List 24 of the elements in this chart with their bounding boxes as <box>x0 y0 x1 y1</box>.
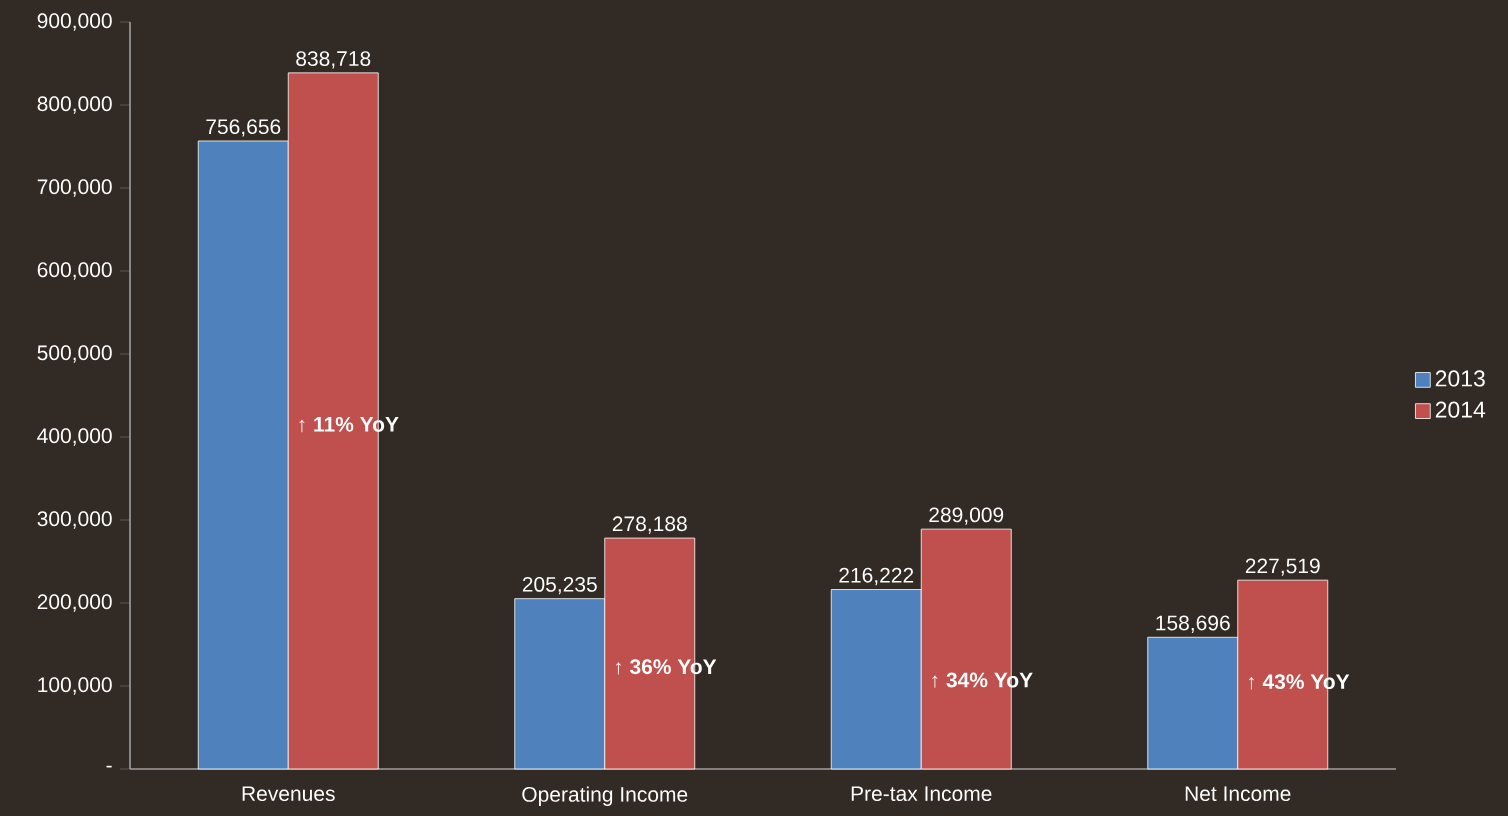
y-tick-label: 800,000 <box>37 96 112 114</box>
data-label: 216,222 <box>839 567 914 586</box>
data-label: 289,009 <box>929 507 1004 525</box>
y-tick-label: 400,000 <box>37 428 112 446</box>
x-tick-label: Pre-tax Income <box>851 786 992 802</box>
x-tick-label: Operating Income <box>522 786 688 806</box>
y-tick-label: - <box>106 765 112 768</box>
data-label: 278,188 <box>612 516 687 534</box>
y-tick-label: 300,000 <box>37 511 112 529</box>
data-label: 756,656 <box>206 119 281 137</box>
y-tick-label: 600,000 <box>37 262 112 280</box>
legend-label: 2014 <box>1435 401 1486 418</box>
y-tick-label: 700,000 <box>37 179 112 197</box>
legend-label: 2013 <box>1435 370 1485 387</box>
y-tick-label: 500,000 <box>37 345 112 363</box>
x-tick-label: Net Income <box>1185 786 1291 802</box>
y-tick-label: 200,000 <box>37 594 112 612</box>
data-label: 158,696 <box>1156 615 1230 633</box>
data-label: 227,519 <box>1245 558 1320 576</box>
x-tick-label: Revenues <box>242 786 335 802</box>
data-label: 205,235 <box>522 576 597 595</box>
y-tick-label: 100,000 <box>38 677 112 695</box>
data-label: 838,718 <box>296 51 371 69</box>
y-tick-label: 900,000 <box>37 13 112 31</box>
